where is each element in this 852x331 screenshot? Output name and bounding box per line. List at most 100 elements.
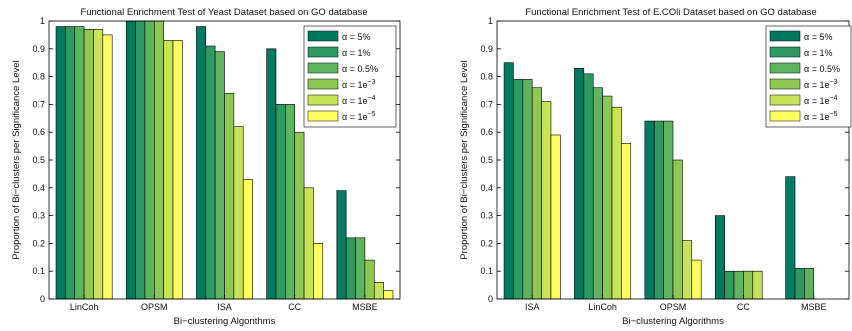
y-tick-label: 0.3 [32,211,45,221]
legend-swatch [307,30,339,42]
bar [172,40,183,300]
legend-entry: α = 1e−4 [342,95,376,106]
x-tick-label: MSBE [801,302,827,312]
legend-swatch [769,94,801,106]
legend-entry: α = 0.5% [342,64,378,74]
legend-entry: α = 1e−5 [804,111,838,122]
bar [102,34,113,300]
x-tick-label: LinCoh [70,302,99,312]
y-tick-label: 0.8 [32,72,45,82]
legend-box [765,25,852,128]
bar [541,101,552,300]
bar [804,268,815,300]
bar [550,134,561,300]
legend-entry: α = 1e−4 [804,95,838,106]
legend-swatch [769,46,801,58]
bar [373,282,384,300]
legend-swatch [769,30,801,42]
y-tick-label: 0.5 [32,155,45,165]
x-axis-label: Bi−clustering Algorithms [622,316,724,327]
x-tick-label: CC [737,302,750,312]
bar [522,79,533,300]
bar [383,290,394,300]
bar [724,270,735,300]
bar [135,20,146,300]
bar [592,87,603,300]
bar [531,87,542,300]
x-tick-label: MSBE [352,302,378,312]
legend-entry: α = 5% [804,32,832,42]
bar [513,79,524,300]
x-tick-label: ISA [217,302,232,312]
y-tick-label: 0.9 [480,44,493,54]
legend: α = 5% α = 1% α = 0.5% α = 1e−3 α = 1e−4 α = … [303,25,397,128]
y-tick-label: 0.6 [32,127,45,137]
bar [196,26,207,300]
y-tick-label: 0.1 [32,266,45,276]
y-tick-label: 0.7 [32,99,45,109]
bar [785,176,796,300]
x-tick-label: LinCoh [588,302,617,312]
bar [233,126,244,300]
bar [214,51,225,300]
bar [714,215,725,300]
bar [574,67,585,300]
bar [583,73,594,300]
bar [83,29,94,300]
bar [224,92,235,300]
y-tick-label: 0.4 [480,183,493,193]
legend-swatch [307,78,339,90]
legend-swatch [307,62,339,74]
y-axis-label: Proportion of Bi−clusters per Significan… [459,60,470,259]
y-tick-label: 0.1 [480,266,493,276]
bar [144,20,155,300]
y-tick-label: 0.5 [480,155,493,165]
legend-swatch [307,110,339,122]
bar [125,20,136,300]
bar [743,270,754,300]
y-axis-label: Proportion of Bi−clusters per Significan… [11,60,22,259]
y-tick-label: 0.4 [32,183,45,193]
bar [242,179,253,300]
x-tick-label: ISA [525,302,540,312]
bar [275,104,286,300]
y-tick-label: 0.8 [480,72,493,82]
bar [691,259,702,300]
x-tick-label: OPSM [141,302,168,312]
y-tick-label: 0.3 [480,211,493,221]
legend-entry: α = 1e−3 [342,79,376,90]
legend-entry: α = 1% [342,48,370,58]
chart-yeast: Functional Enrichment Test of Yeast Data… [11,7,401,327]
legend-box [303,25,397,128]
y-tick-label: 0.2 [480,238,493,248]
y-tick-label: 0.2 [32,238,45,248]
chart-title: Functional Enrichment Test of E.COli Dat… [525,7,816,18]
bar [65,26,76,300]
bar [205,45,216,300]
bar [336,190,347,300]
bar [74,26,85,300]
legend-entry: α = 1% [804,48,832,58]
legend-swatch [769,78,801,90]
legend-swatch [769,110,801,122]
bar [355,237,366,300]
bar [733,270,744,300]
bar [313,243,324,300]
bar [644,120,655,300]
y-tick-label: 0.6 [480,127,493,137]
legend-entry: α = 5% [342,32,370,42]
y-tick-label: 0.9 [32,44,45,54]
bar [752,270,763,300]
legend: α = 5% α = 1% α = 0.5% α = 1e−3 α = 1e−4 α = … [765,25,852,128]
bar [653,120,664,300]
legend-swatch [307,46,339,58]
y-tick-label: 1 [488,16,493,26]
y-tick-label: 0 [488,294,493,304]
bar [154,20,164,300]
y-tick-label: 0.7 [480,99,493,109]
y-tick-label: 0 [40,294,45,304]
legend-swatch [307,94,339,106]
bar [611,106,622,300]
bar [285,104,295,300]
